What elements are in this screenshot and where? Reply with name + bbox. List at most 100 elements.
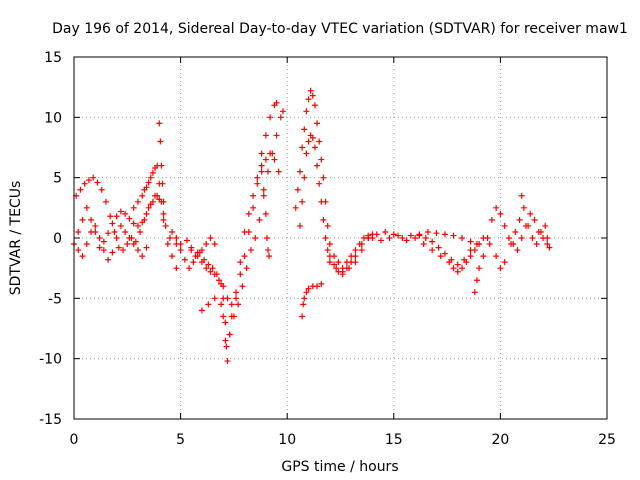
data-point <box>309 92 316 99</box>
data-point <box>358 247 365 254</box>
data-point <box>294 186 301 193</box>
data-point <box>130 241 137 248</box>
data-point <box>254 180 261 187</box>
data-point <box>316 138 323 145</box>
data-point <box>480 253 487 260</box>
data-point <box>105 256 112 263</box>
data-point <box>98 186 105 193</box>
data-point <box>160 210 167 217</box>
data-point <box>134 198 141 205</box>
data-point <box>324 247 331 254</box>
data-point <box>493 204 500 211</box>
data-point <box>230 313 237 320</box>
data-point <box>424 228 431 235</box>
data-point <box>326 241 333 248</box>
data-point <box>450 265 457 272</box>
data-point <box>373 231 380 238</box>
data-point <box>346 265 353 272</box>
data-point <box>299 313 306 320</box>
data-point <box>311 102 318 109</box>
x-tick-label: 20 <box>491 432 509 448</box>
data-point <box>226 331 233 338</box>
data-point <box>459 265 466 272</box>
y-axis-label: SDTVAR / TECUs <box>8 181 24 296</box>
series-arc-9 <box>169 228 218 256</box>
data-point <box>296 168 303 175</box>
data-point <box>122 210 129 217</box>
data-point <box>352 247 359 254</box>
data-point <box>544 235 551 241</box>
series-arc-5 <box>173 99 280 308</box>
data-point <box>420 241 427 248</box>
data-point <box>300 301 307 308</box>
data-point <box>190 259 197 266</box>
x-tick-label: 5 <box>176 432 185 448</box>
data-point <box>237 271 244 278</box>
data-point <box>339 268 346 275</box>
data-point <box>407 232 414 239</box>
data-point <box>508 241 515 248</box>
data-point <box>265 247 272 254</box>
data-point <box>262 156 269 163</box>
plot-frame <box>73 56 608 420</box>
data-point <box>245 210 252 217</box>
data-point <box>173 235 180 241</box>
data-point <box>160 216 167 223</box>
data-point <box>273 99 280 106</box>
data-point <box>143 244 150 251</box>
data-point <box>211 295 218 302</box>
axis-ticks <box>73 56 608 420</box>
data-point <box>218 280 225 287</box>
data-point <box>194 249 201 256</box>
data-point <box>117 222 124 229</box>
data-point <box>314 162 321 169</box>
data-point <box>486 241 493 248</box>
data-point <box>422 235 429 241</box>
data-point <box>324 222 331 229</box>
data-point <box>437 253 444 260</box>
data-point <box>395 232 402 239</box>
data-point <box>260 186 267 193</box>
data-point <box>241 253 248 260</box>
data-point <box>318 198 325 205</box>
data-point <box>471 289 478 296</box>
data-point <box>262 132 269 139</box>
data-point <box>352 259 359 266</box>
data-point <box>166 235 173 241</box>
data-point <box>307 87 314 94</box>
data-point <box>218 301 225 308</box>
data-point <box>416 232 423 239</box>
data-point <box>333 265 340 272</box>
data-point <box>258 162 265 169</box>
data-point <box>314 283 321 290</box>
data-point <box>305 138 312 145</box>
data-point <box>211 241 218 248</box>
data-point <box>305 285 312 292</box>
data-point <box>279 108 286 115</box>
data-point <box>130 220 137 227</box>
data-point <box>203 265 210 272</box>
data-point <box>201 256 208 263</box>
data-point <box>241 228 248 235</box>
data-point <box>488 216 495 223</box>
data-point <box>96 235 103 241</box>
series-arc-10 <box>292 87 372 272</box>
data-point <box>299 198 306 205</box>
data-point <box>258 168 265 175</box>
series-arc-17 <box>508 192 551 248</box>
data-point <box>169 228 176 235</box>
data-point <box>109 249 116 256</box>
data-point <box>88 228 95 235</box>
data-point <box>299 144 306 151</box>
data-point <box>85 177 92 184</box>
y-tick-label: 10 <box>44 110 62 126</box>
data-point <box>139 192 146 199</box>
data-point <box>473 277 480 284</box>
data-point <box>450 232 457 239</box>
data-point <box>301 126 308 133</box>
data-point <box>139 253 146 260</box>
data-point <box>137 228 144 235</box>
data-point <box>143 184 150 191</box>
series-arc-11 <box>296 132 376 278</box>
